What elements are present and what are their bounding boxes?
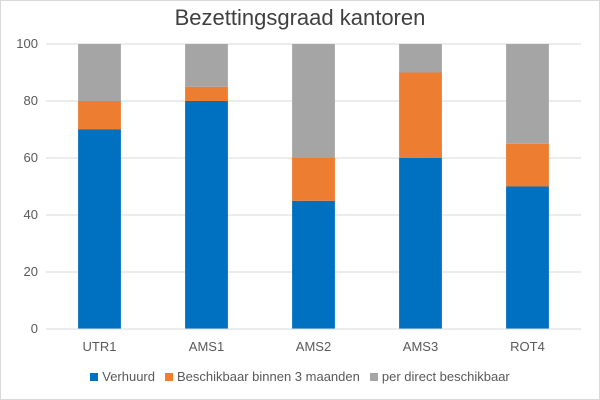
x-tick-label: ROT4 [510,339,545,354]
bar-segment [78,129,121,329]
chart-title: Bezettingsgraad kantoren [174,5,426,30]
bar-segment [292,44,335,158]
x-tick-label: AMS2 [296,339,331,354]
legend-item: Beschikbaar binnen 3 maanden [165,369,360,384]
y-tick-label: 20 [24,264,38,279]
bar-segment [399,72,442,158]
x-tick-label: UTR1 [83,339,117,354]
legend-item: Verhuurd [90,369,155,384]
chart-legend: Verhuurd Beschikbaar binnen 3 maanden per … [1,369,599,384]
bar-segment [78,101,121,130]
bar-segment [292,200,335,329]
bar-segment [185,44,228,87]
y-tick-label: 40 [24,207,38,222]
legend-item: per direct beschikbaar [369,369,510,384]
x-tick-label: AMS1 [189,339,224,354]
legend-swatch [165,372,173,381]
legend-label: Verhuurd [102,369,155,384]
bar-segment [506,44,549,144]
bar-segment [78,44,121,101]
legend-label: Beschikbaar binnen 3 maanden [177,369,360,384]
bar-segment [292,158,335,201]
legend-swatch [90,372,99,381]
y-tick-label: 100 [16,36,38,51]
bar-segment [399,158,442,329]
legend-label: per direct beschikbaar [381,369,510,384]
y-tick-label: 80 [24,93,38,108]
bar-segment [506,143,549,187]
bar-segment [506,186,549,329]
bar-segment [185,101,228,329]
legend-swatch [369,372,378,381]
y-tick-label: 60 [24,150,38,165]
x-tick-label: AMS3 [403,339,438,354]
bar-segment [399,44,442,73]
bar-segment [185,86,228,101]
y-tick-label: 0 [31,321,38,336]
